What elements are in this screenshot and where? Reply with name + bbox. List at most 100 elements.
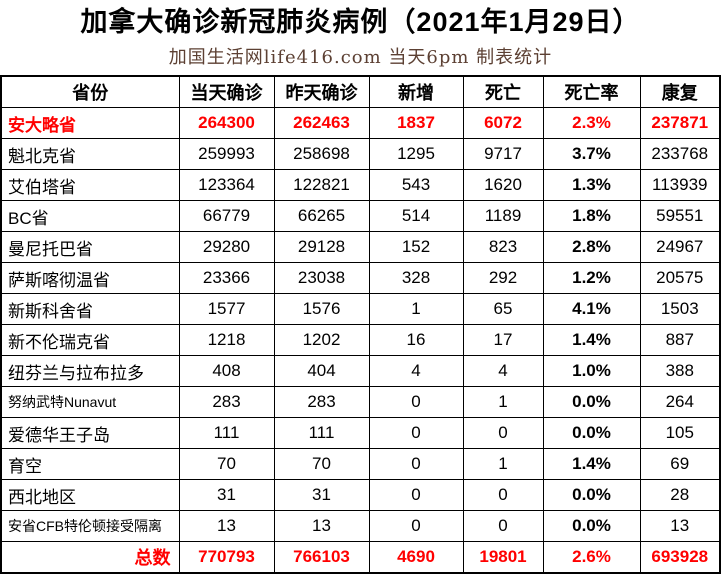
yesterday-confirmed-cell: 283 [273,386,370,419]
table-row: 萨斯喀彻温省 23366 23038 328 292 1.2% 20575 [0,262,721,295]
new-cases-cell: 543 [368,169,464,202]
death-rate-cell: 2.8% [542,231,641,264]
yesterday-confirmed-cell: 70 [273,448,370,481]
deaths-cell: 65 [462,293,544,326]
yesterday-confirmed-cell: 258698 [273,138,370,171]
new-cases-cell: 4690 [368,541,464,574]
deaths-cell: 823 [462,231,544,264]
column-header-province: 省份 [0,75,180,109]
today-confirmed-cell: 264300 [178,107,275,140]
table-row: 爱德华王子岛 111 111 0 0 0.0% 105 [0,417,721,450]
table-body: 安大略省 264300 262463 1837 6072 2.3% 237871 魁北克省 25… [0,107,721,574]
province-cell: 总数 [0,541,180,574]
deaths-cell: 1 [462,386,544,419]
recovered-cell: 69 [639,448,721,481]
recovered-cell: 388 [639,355,721,388]
today-confirmed-cell: 283 [178,386,275,419]
death-rate-cell: 3.7% [542,138,641,171]
column-header-yesterday-confirmed: 昨天确诊 [273,75,370,109]
death-rate-cell: 1.3% [542,169,641,202]
deaths-cell: 0 [462,479,544,512]
table-row: 努纳武特Nunavut 283 283 0 1 0.0% 264 [0,386,721,419]
province-cell: 努纳武特Nunavut [0,386,180,419]
deaths-cell: 6072 [462,107,544,140]
deaths-cell: 17 [462,324,544,357]
today-confirmed-cell: 408 [178,355,275,388]
recovered-cell: 237871 [639,107,721,140]
new-cases-cell: 152 [368,231,464,264]
recovered-cell: 105 [639,417,721,450]
today-confirmed-cell: 1218 [178,324,275,357]
deaths-cell: 9717 [462,138,544,171]
deaths-cell: 19801 [462,541,544,574]
new-cases-cell: 0 [368,448,464,481]
province-cell: 安大略省 [0,107,180,140]
province-cell: 新不伦瑞克省 [0,324,180,357]
table-header-row: 省份 当天确诊 昨天确诊 新增 死亡 死亡率 康复 [0,75,721,109]
page-title: 加拿大确诊新冠肺炎病例（2021年1月29日） [80,7,641,37]
deaths-cell: 0 [462,510,544,543]
new-cases-cell: 328 [368,262,464,295]
death-rate-cell: 0.0% [542,479,641,512]
table-row: 安大略省 264300 262463 1837 6072 2.3% 237871 [0,107,721,140]
column-header-death-rate: 死亡率 [542,75,641,109]
today-confirmed-cell: 111 [178,417,275,450]
recovered-cell: 113939 [639,169,721,202]
page-subtitle: 加国生活网life416.com 当天6pm 制表统计 [168,47,553,69]
province-cell: 爱德华王子岛 [0,417,180,450]
today-confirmed-cell: 13 [178,510,275,543]
new-cases-cell: 0 [368,386,464,419]
death-rate-cell: 1.8% [542,200,641,233]
yesterday-confirmed-cell: 31 [273,479,370,512]
yesterday-confirmed-cell: 111 [273,417,370,450]
death-rate-cell: 1.0% [542,355,641,388]
today-confirmed-cell: 1577 [178,293,275,326]
yesterday-confirmed-cell: 13 [273,510,370,543]
table-row: 安省CFB特伦顿接受隔离 13 13 0 0 0.0% 13 [0,510,721,543]
recovered-cell: 1503 [639,293,721,326]
province-cell: 魁北克省 [0,138,180,171]
deaths-cell: 292 [462,262,544,295]
new-cases-cell: 4 [368,355,464,388]
yesterday-confirmed-cell: 66265 [273,200,370,233]
yesterday-confirmed-cell: 122821 [273,169,370,202]
today-confirmed-cell: 123364 [178,169,275,202]
column-header-recovered: 康复 [639,75,721,109]
covid-cases-table: 省份 当天确诊 昨天确诊 新增 死亡 死亡率 康复 安大略省 264300 2624… [0,75,721,575]
yesterday-confirmed-cell: 404 [273,355,370,388]
deaths-cell: 4 [462,355,544,388]
yesterday-confirmed-cell: 23038 [273,262,370,295]
today-confirmed-cell: 66779 [178,200,275,233]
new-cases-cell: 0 [368,479,464,512]
yesterday-confirmed-cell: 29128 [273,231,370,264]
deaths-cell: 1620 [462,169,544,202]
recovered-cell: 59551 [639,200,721,233]
province-cell: 纽芬兰与拉布拉多 [0,355,180,388]
table-row: 纽芬兰与拉布拉多 408 404 4 4 1.0% 388 [0,355,721,388]
today-confirmed-cell: 70 [178,448,275,481]
today-confirmed-cell: 23366 [178,262,275,295]
yesterday-confirmed-cell: 766103 [273,541,370,574]
death-rate-cell: 0.0% [542,386,641,419]
death-rate-cell: 2.3% [542,107,641,140]
province-cell: 育空 [0,448,180,481]
yesterday-confirmed-cell: 1576 [273,293,370,326]
recovered-cell: 13 [639,510,721,543]
death-rate-cell: 4.1% [542,293,641,326]
new-cases-cell: 514 [368,200,464,233]
new-cases-cell: 0 [368,417,464,450]
recovered-cell: 24967 [639,231,721,264]
province-cell: 萨斯喀彻温省 [0,262,180,295]
table-row: BC省 66779 66265 514 1189 1.8% 59551 [0,200,721,233]
province-cell: 曼尼托巴省 [0,231,180,264]
yesterday-confirmed-cell: 262463 [273,107,370,140]
recovered-cell: 264 [639,386,721,419]
new-cases-cell: 16 [368,324,464,357]
new-cases-cell: 1837 [368,107,464,140]
province-cell: 安省CFB特伦顿接受隔离 [0,510,180,543]
yesterday-confirmed-cell: 1202 [273,324,370,357]
death-rate-cell: 0.0% [542,510,641,543]
today-confirmed-cell: 29280 [178,231,275,264]
table-row: 曼尼托巴省 29280 29128 152 823 2.8% 24967 [0,231,721,264]
table-row: 魁北克省 259993 258698 1295 9717 3.7% 233768 [0,138,721,171]
